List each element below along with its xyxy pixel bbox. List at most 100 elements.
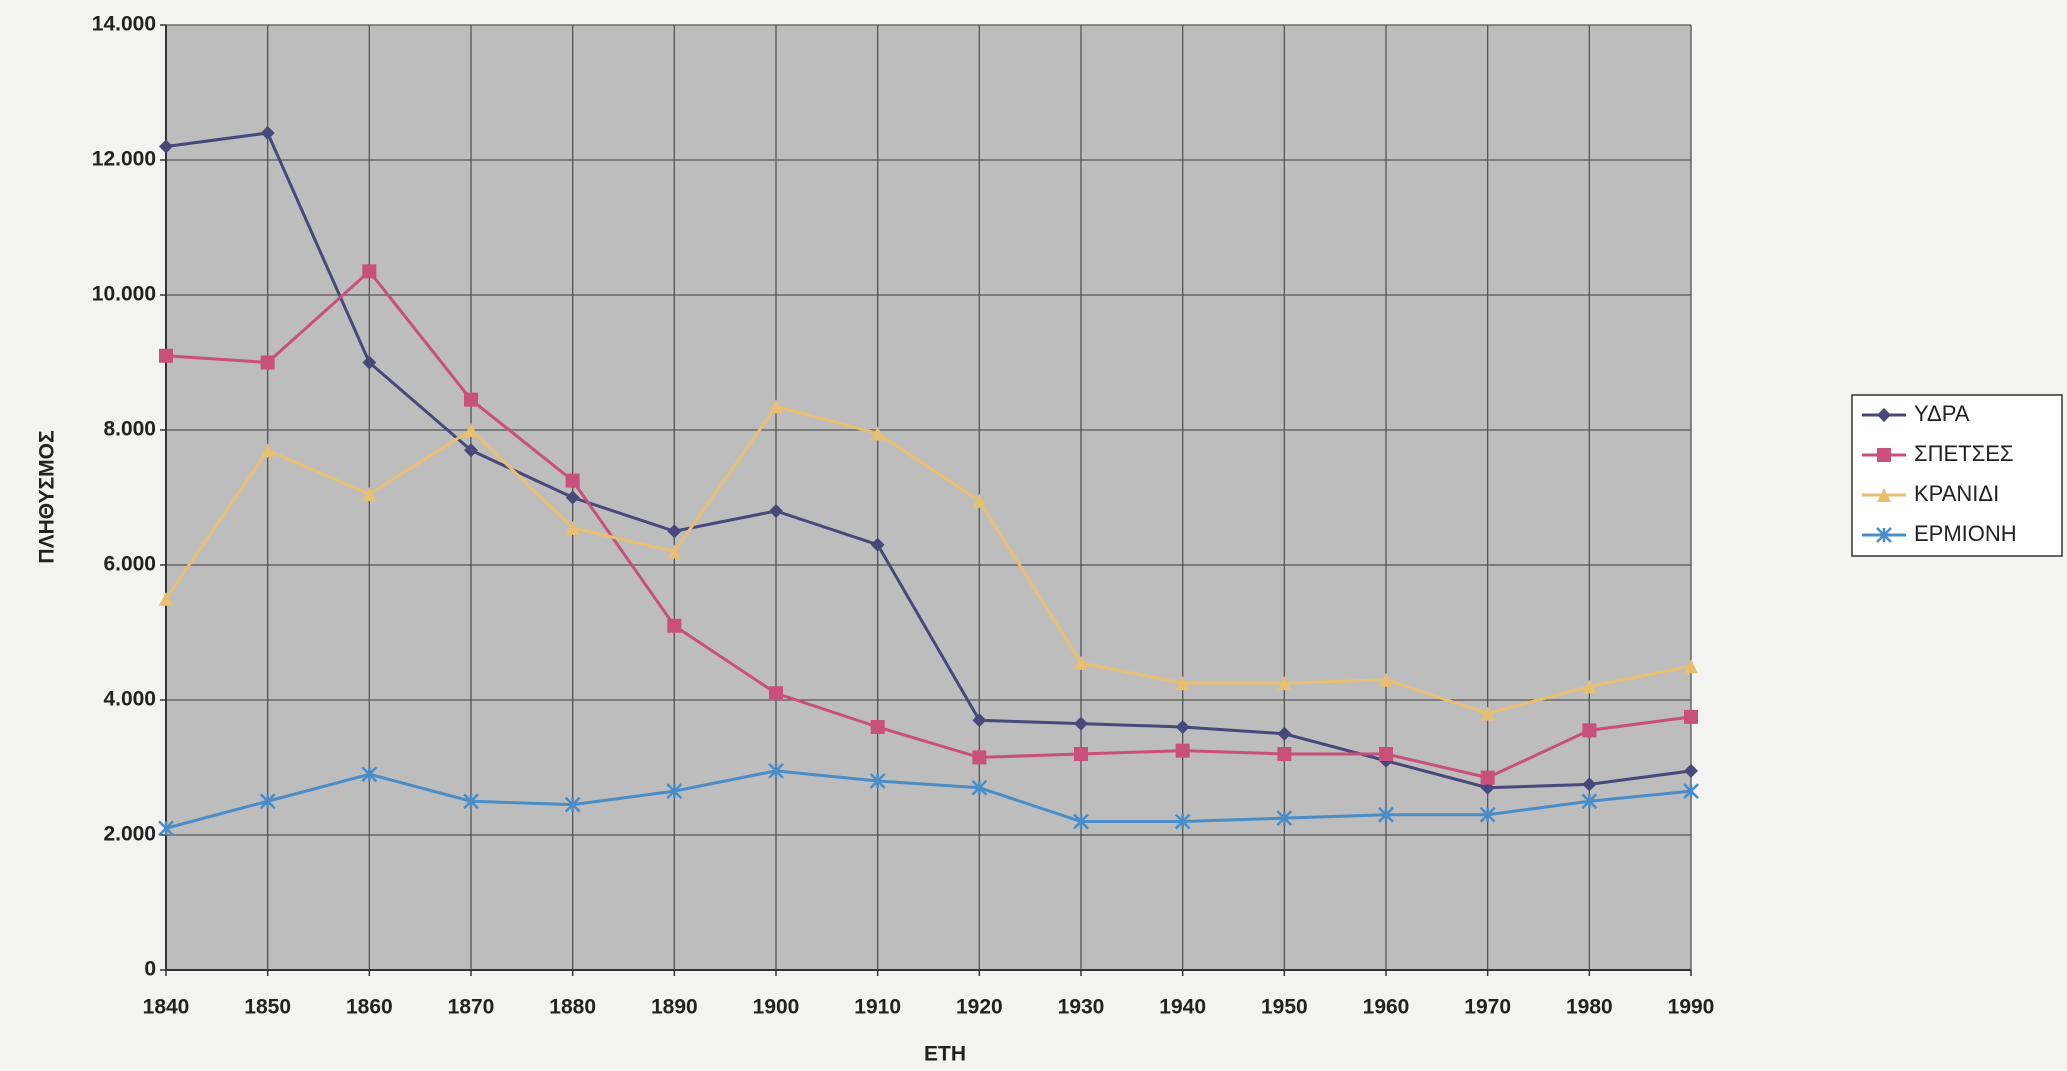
marker xyxy=(361,766,378,783)
marker xyxy=(260,355,275,370)
x-tick-label: 1890 xyxy=(651,996,698,1019)
legend-label: ΚΡΑΝΙΔΙ xyxy=(1914,481,1999,506)
marker xyxy=(1074,747,1088,761)
marker xyxy=(667,524,682,539)
marker xyxy=(1582,723,1597,738)
marker xyxy=(565,490,580,505)
marker xyxy=(667,618,682,633)
marker xyxy=(1684,763,1698,778)
marker xyxy=(1877,488,1891,502)
x-tick-label: 1840 xyxy=(143,996,190,1019)
marker xyxy=(1684,709,1698,724)
marker xyxy=(1877,448,1891,462)
series-line xyxy=(165,769,1692,830)
x-tick-label: 1930 xyxy=(1058,996,1105,1019)
marker xyxy=(1073,813,1089,830)
y-tick-label: 4.000 xyxy=(103,688,156,711)
marker xyxy=(1174,813,1191,830)
y-tick-label: 14.000 xyxy=(92,13,156,36)
marker xyxy=(1175,743,1190,758)
x-tick-label: 1860 xyxy=(346,996,393,1019)
x-tick-label: 1880 xyxy=(549,996,596,1019)
marker xyxy=(564,796,581,813)
marker xyxy=(1479,806,1496,823)
marker xyxy=(1277,747,1292,761)
marker xyxy=(362,355,377,370)
marker xyxy=(768,762,784,779)
y-tick-label: 12.000 xyxy=(92,148,156,171)
y-tick-label: 0 xyxy=(144,958,156,981)
marker xyxy=(1276,810,1293,827)
marker xyxy=(260,443,275,458)
x-tick-label: 1950 xyxy=(1261,996,1308,1019)
marker xyxy=(1581,793,1598,810)
marker xyxy=(1683,783,1699,800)
marker xyxy=(1379,672,1393,687)
marker xyxy=(1175,676,1190,691)
marker xyxy=(362,264,377,279)
plot-area xyxy=(166,25,1691,970)
marker xyxy=(972,750,987,765)
marker xyxy=(666,783,683,800)
legend-label: ΥΔΡΑ xyxy=(1914,401,1970,426)
marker xyxy=(1378,806,1394,823)
x-tick-label: 1910 xyxy=(854,996,901,1019)
marker xyxy=(463,793,479,810)
marker xyxy=(870,537,885,552)
marker xyxy=(870,720,885,734)
marker xyxy=(1876,527,1892,543)
x-tick-label: 1920 xyxy=(956,996,1003,1019)
marker xyxy=(565,473,580,488)
marker xyxy=(464,423,478,437)
x-tick-label: 1900 xyxy=(753,996,800,1019)
x-tick-label: 1850 xyxy=(244,996,291,1019)
x-tick-label: 1960 xyxy=(1363,996,1410,1019)
marker xyxy=(259,793,276,810)
marker xyxy=(1582,679,1597,694)
marker xyxy=(158,820,174,837)
marker xyxy=(1074,716,1088,731)
x-axis-label: ΕΤΗ xyxy=(924,1043,966,1066)
marker xyxy=(159,591,173,606)
series-line xyxy=(165,131,1692,790)
legend-label: ΕΡΜΙΟΝΗ xyxy=(1914,521,2017,546)
y-tick-label: 2.000 xyxy=(103,823,156,846)
x-tick-label: 1940 xyxy=(1159,996,1206,1019)
marker xyxy=(972,493,987,508)
marker xyxy=(1074,655,1088,670)
y-tick-label: 10.000 xyxy=(92,283,156,306)
marker xyxy=(362,487,377,502)
x-tick-label: 1990 xyxy=(1668,996,1715,1019)
x-tick-label: 1970 xyxy=(1464,996,1511,1019)
marker xyxy=(1175,720,1190,734)
marker xyxy=(972,713,987,728)
marker xyxy=(667,544,682,559)
marker xyxy=(1684,659,1698,674)
marker xyxy=(769,399,783,414)
marker xyxy=(565,520,580,535)
series-line xyxy=(165,269,1692,780)
y-axis-label: ΠΛΗΘΥΣΜΟΣ xyxy=(36,430,59,563)
marker xyxy=(464,392,478,407)
series-line xyxy=(164,404,1692,716)
marker xyxy=(1480,770,1495,785)
marker xyxy=(159,348,173,363)
marker xyxy=(1277,676,1292,691)
marker xyxy=(769,686,783,701)
marker xyxy=(1582,777,1597,792)
marker xyxy=(159,139,173,154)
marker xyxy=(1877,408,1891,422)
x-tick-label: 1980 xyxy=(1566,996,1613,1019)
legend-label: ΣΠΕΤΣΕΣ xyxy=(1914,441,2013,466)
marker xyxy=(869,773,886,789)
marker xyxy=(769,504,783,518)
marker xyxy=(1379,747,1393,761)
marker xyxy=(1277,726,1292,741)
marker xyxy=(1480,706,1495,721)
marker xyxy=(464,443,478,458)
legend-box xyxy=(1851,394,2063,557)
marker xyxy=(870,426,885,441)
marker xyxy=(971,779,988,796)
y-tick-label: 8.000 xyxy=(103,418,156,441)
